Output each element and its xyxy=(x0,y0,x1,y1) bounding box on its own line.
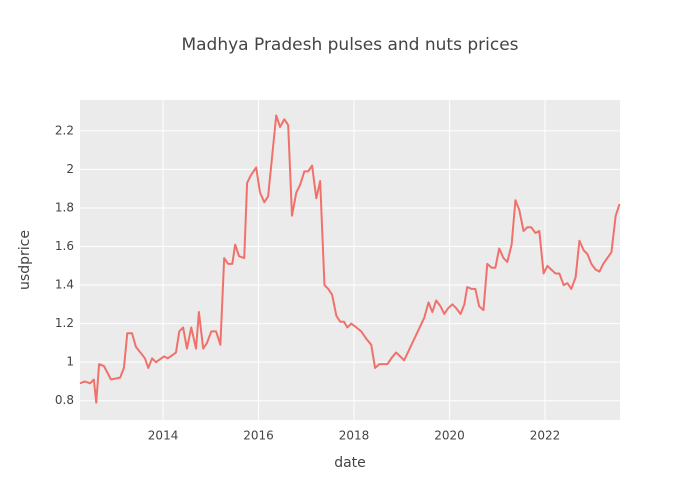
marks xyxy=(79,114,621,404)
chart-title: Madhya Pradesh pulses and nuts prices xyxy=(181,35,518,55)
x-tick-label: 2018 xyxy=(339,429,370,443)
y-tick-label: 1.4 xyxy=(55,278,74,292)
y-tick-label: 1.8 xyxy=(55,200,74,214)
y-tick-label: 2.2 xyxy=(55,123,74,137)
x-tick-label: 2016 xyxy=(243,429,274,443)
y-axis-title: usdprice xyxy=(17,230,33,290)
y-tick-label: 1.6 xyxy=(55,239,74,253)
x-tick-label: 2014 xyxy=(148,429,179,443)
grid xyxy=(80,100,620,420)
y-tick-label: 2 xyxy=(66,162,74,176)
y-tick-label: 1.2 xyxy=(55,316,74,330)
y-tick-label: 0.8 xyxy=(55,393,74,407)
y-tick-label: 1 xyxy=(66,355,74,369)
x-axis-title: date xyxy=(334,455,366,471)
x-tick-label: 2022 xyxy=(530,429,561,443)
line-series xyxy=(79,114,621,404)
plot-area xyxy=(80,100,620,420)
x-tick-label: 2020 xyxy=(434,429,465,443)
